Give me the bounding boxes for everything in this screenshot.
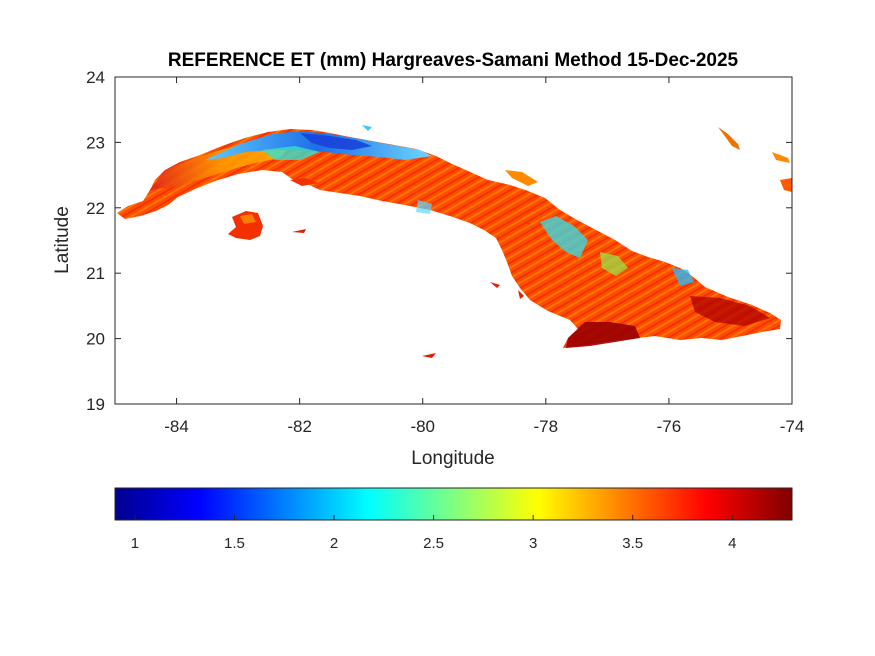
y-tick-label: 21 <box>86 264 105 283</box>
y-tick-label: 19 <box>86 395 105 414</box>
x-tick-label: -80 <box>410 417 435 436</box>
x-axis-label: Longitude <box>411 448 494 469</box>
y-tick-label: 20 <box>86 330 105 349</box>
colorbar-tick-label: 2 <box>330 535 338 552</box>
keys-north-3 <box>362 125 372 131</box>
keys-north-1 <box>290 178 318 186</box>
central-patch-2 <box>600 252 628 276</box>
colorbar-tick-label: 3 <box>529 535 537 552</box>
bahamas-island-2 <box>772 152 790 163</box>
colorbar-tick-label: 1.5 <box>224 535 245 552</box>
x-tick-label: -78 <box>534 417 559 436</box>
colorbar-tick-label: 4 <box>728 535 736 552</box>
colorbar-tick-label: 1 <box>131 535 139 552</box>
y-tick-label: 23 <box>86 133 105 152</box>
central-patch-4 <box>416 200 432 214</box>
y-tick-label: 24 <box>86 68 105 87</box>
southeast-high-et <box>566 322 640 348</box>
map-axes-box <box>114 76 793 405</box>
x-tick-label: -82 <box>287 417 312 436</box>
chart-title: REFERENCE ET (mm) Hargreaves-Samani Meth… <box>168 50 739 71</box>
bahamas-island-1 <box>718 127 740 150</box>
central-patch-3 <box>672 268 694 286</box>
y-tick-label: 22 <box>86 199 105 218</box>
x-tick-label: -76 <box>657 417 682 436</box>
colorbar-tick-label: 3.5 <box>622 535 643 552</box>
hispaniola-edge <box>780 178 792 192</box>
isla-juventud-light <box>240 214 256 224</box>
x-ticks: -84 -82 -80 -78 -76 -74 <box>164 77 804 436</box>
colorbar-tick-label: 2.5 <box>423 535 444 552</box>
map-plot <box>117 125 792 358</box>
x-tick-label: -74 <box>780 417 805 436</box>
central-patch-1 <box>540 216 588 258</box>
keys-south-3 <box>490 282 500 288</box>
north-coast-cyan <box>262 146 320 160</box>
isla-juventud <box>228 211 263 240</box>
et-texture <box>117 129 781 348</box>
west-band <box>150 140 290 190</box>
keys-north-2 <box>505 170 538 186</box>
colorbar-ticks: 1 1.5 2 2.5 3 3.5 4 <box>131 515 736 552</box>
keys-south-4 <box>518 290 524 299</box>
north-coast-low-et <box>205 131 432 160</box>
colorbar <box>114 487 793 521</box>
y-axis-label: Latitude <box>52 206 73 274</box>
keys-south-2 <box>422 353 436 358</box>
north-coast-deep-blue <box>300 133 372 150</box>
y-ticks: 19 20 21 22 23 24 <box>86 68 792 414</box>
keys-south-1 <box>292 229 306 233</box>
x-tick-label: -84 <box>164 417 189 436</box>
east-high-et <box>690 296 770 326</box>
